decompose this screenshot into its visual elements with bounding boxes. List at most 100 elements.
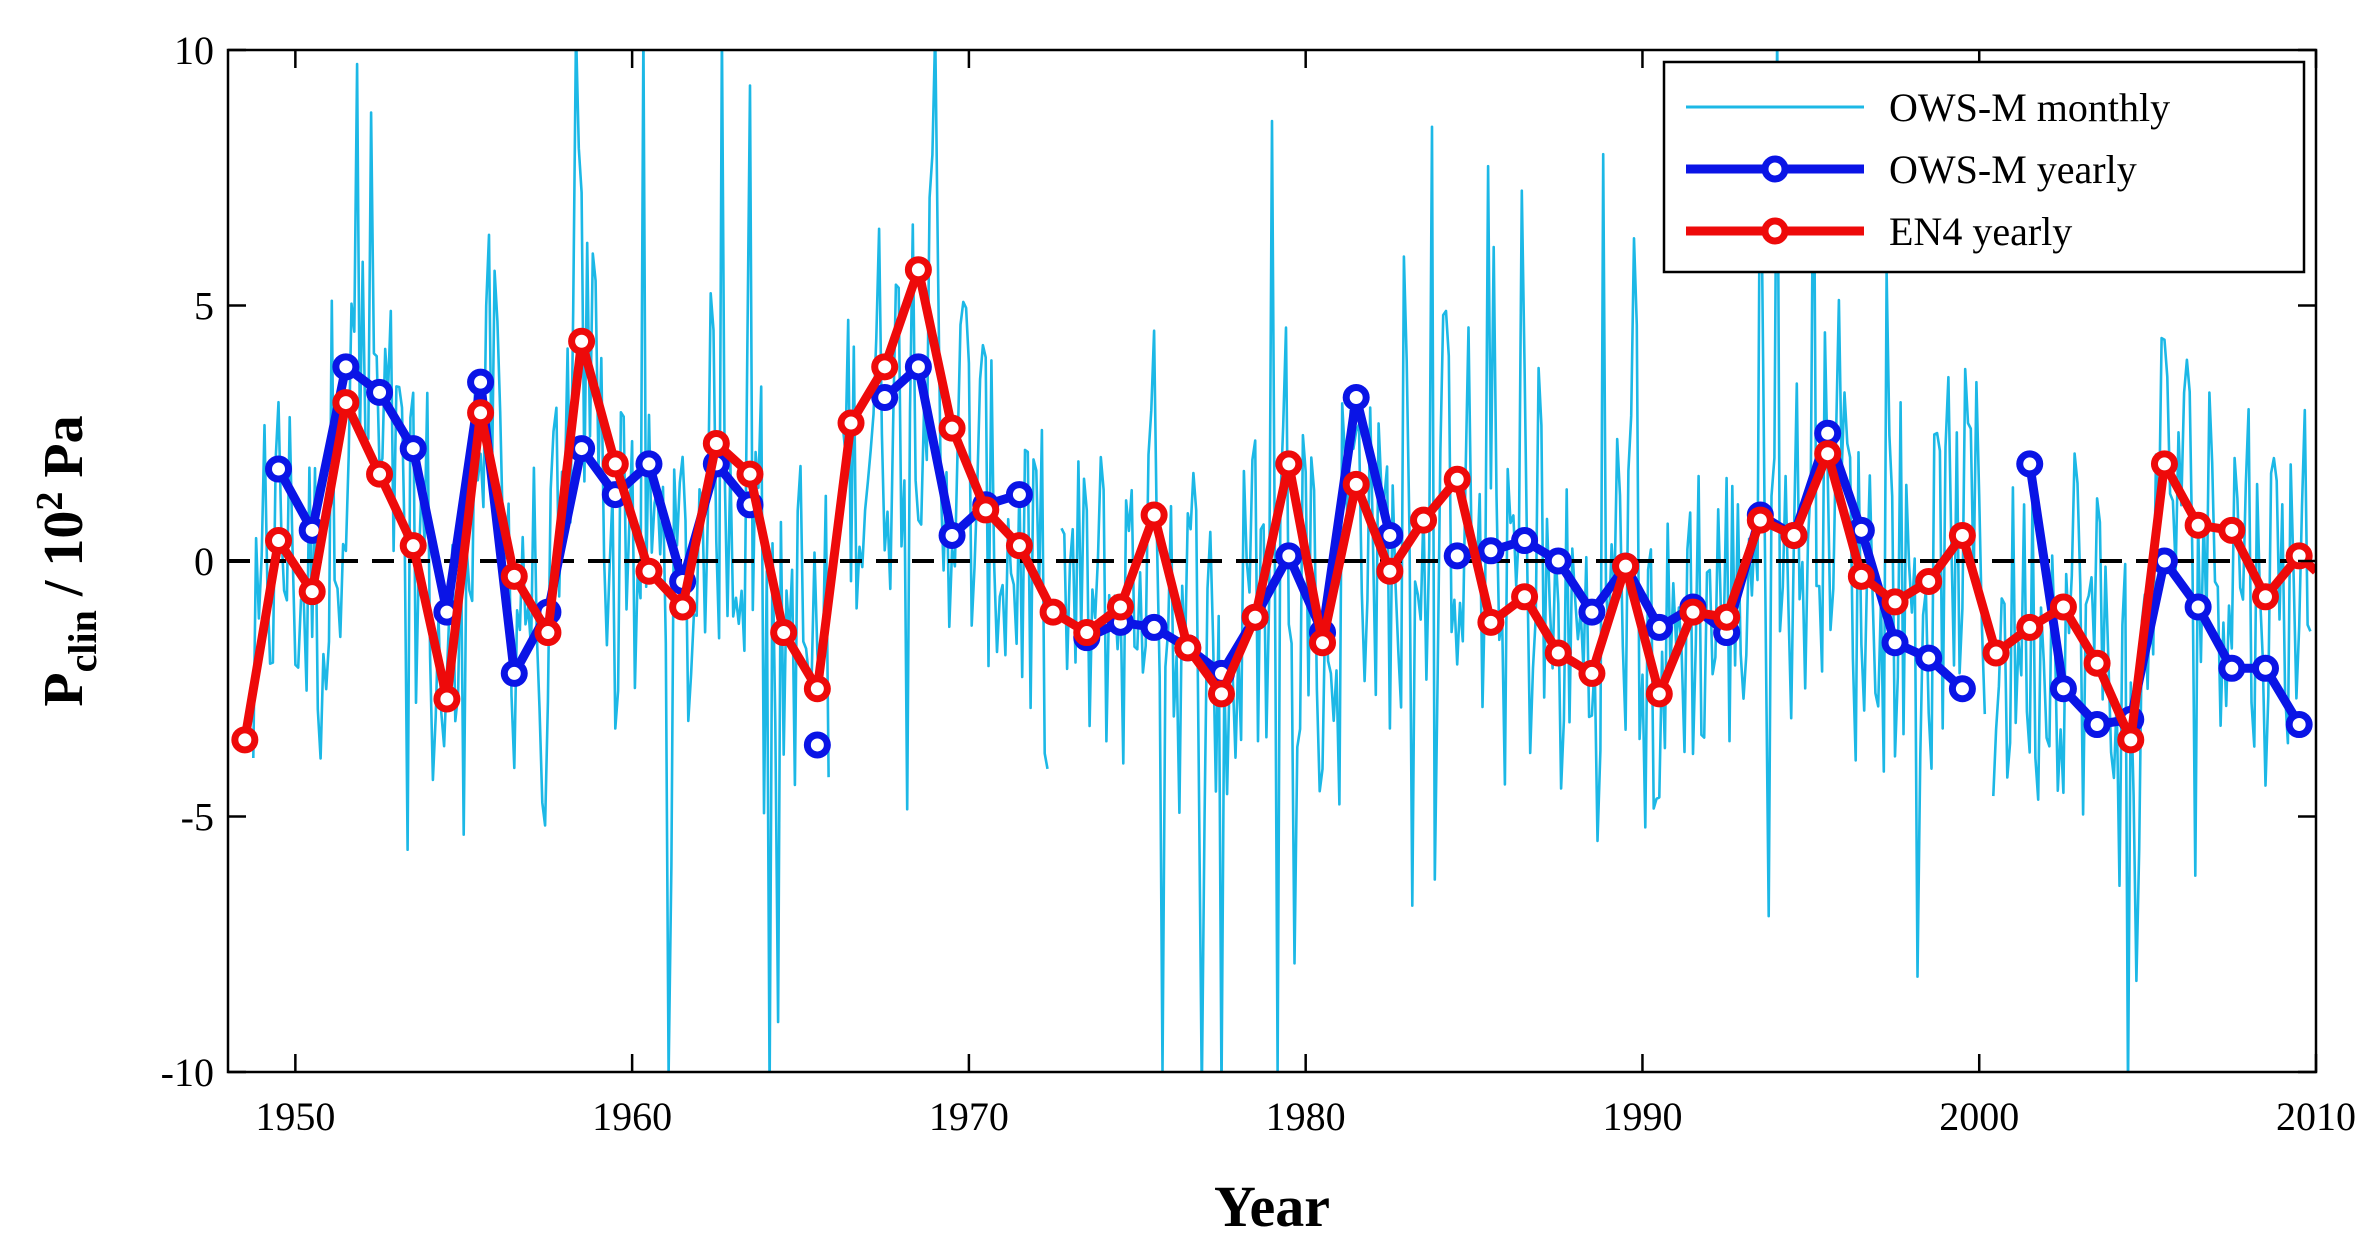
data-point (568, 435, 596, 463)
legend-label: OWS-M monthly (1889, 85, 2170, 130)
data-point (635, 557, 663, 585)
data-point (467, 368, 495, 396)
monthly-line-segment (252, 50, 830, 1072)
data-point (1207, 680, 1235, 708)
y-tick-label: -5 (181, 795, 214, 840)
data-point (1309, 629, 1337, 657)
data-point (601, 450, 629, 478)
x-tick-label: 1990 (1602, 1094, 1682, 1139)
data-point (467, 399, 495, 427)
data-point (1544, 639, 1572, 667)
y-axis-label-middle: / 10 (33, 511, 95, 611)
series-ows-m-monthly (252, 50, 2312, 1072)
data-point (2049, 593, 2077, 621)
data-point (1645, 613, 1673, 641)
data-point (2251, 583, 2279, 611)
data-point (1713, 603, 1741, 631)
data-point (1140, 501, 1168, 529)
y-axis-label-subscript: clin (60, 610, 105, 672)
data-point (736, 460, 764, 488)
x-axis-label: Year (1214, 1174, 1330, 1239)
data-point (1443, 465, 1471, 493)
data-point (231, 726, 259, 754)
legend-label: EN4 yearly (1889, 209, 2072, 254)
data-point (871, 353, 899, 381)
y-tick-label: 10 (174, 28, 214, 73)
data-point (803, 675, 831, 703)
data-point (332, 353, 360, 381)
data-point (500, 659, 528, 687)
data-point (366, 378, 394, 406)
data-point (1106, 593, 1134, 621)
data-point (1275, 542, 1303, 570)
data-point (1612, 552, 1640, 580)
data-point (332, 389, 360, 417)
data-point (298, 578, 326, 606)
y-tick-label: -10 (161, 1050, 214, 1095)
data-point (265, 527, 293, 555)
data-point (635, 450, 663, 478)
data-point (1746, 506, 1774, 534)
data-point (837, 409, 865, 437)
data-point (534, 619, 562, 647)
data-point (1679, 598, 1707, 626)
legend-label: OWS-M yearly (1889, 147, 2137, 192)
y-axis-label-unit: Pa (33, 415, 95, 491)
data-point (1275, 450, 1303, 478)
data-point (1477, 537, 1505, 565)
data-point (1915, 567, 1943, 595)
data-point (1477, 608, 1505, 636)
data-point (265, 455, 293, 483)
data-point (1881, 588, 1909, 616)
data-point (2150, 450, 2178, 478)
data-point (2117, 726, 2145, 754)
data-point (1174, 634, 1202, 662)
data-point (2184, 593, 2212, 621)
data-point (2016, 450, 2044, 478)
data-point (2218, 516, 2246, 544)
x-tick-label: 1970 (929, 1094, 1009, 1139)
x-tick-label: 2010 (2276, 1094, 2356, 1139)
data-point (669, 593, 697, 621)
yearly-series-group (231, 256, 2316, 759)
y-axis-label-base: P (33, 672, 95, 706)
data-point (1881, 629, 1909, 657)
data-point (972, 496, 1000, 524)
data-point (1342, 383, 1370, 411)
x-tick-label: 1950 (255, 1094, 335, 1139)
data-point (2285, 711, 2313, 739)
data-point (938, 414, 966, 442)
data-point (871, 383, 899, 411)
data-point (1948, 675, 1976, 703)
data-point (2083, 649, 2111, 677)
data-point (1376, 557, 1404, 585)
data-point (803, 731, 831, 759)
data-point (1511, 583, 1539, 611)
data-point (1847, 562, 1875, 590)
x-tick-label: 1980 (1266, 1094, 1346, 1139)
data-point (433, 685, 461, 713)
series-en4-yearly (231, 256, 2316, 754)
data-point (1645, 680, 1673, 708)
x-tick-label: 1960 (592, 1094, 672, 1139)
data-point (1948, 521, 1976, 549)
data-point (500, 562, 528, 590)
data-point (1039, 598, 1067, 626)
data-point (1140, 613, 1168, 641)
data-point (1814, 440, 1842, 468)
monthly-line-segment (1992, 336, 2312, 1072)
data-point (1578, 598, 1606, 626)
data-point (366, 460, 394, 488)
x-tick-label: 2000 (1939, 1094, 2019, 1139)
data-point (2218, 654, 2246, 682)
data-point (2083, 711, 2111, 739)
data-point (1578, 659, 1606, 687)
data-point (1915, 644, 1943, 672)
data-point (399, 532, 427, 560)
data-point (2285, 542, 2313, 570)
data-point (399, 435, 427, 463)
data-point (2016, 613, 2044, 641)
data-point (568, 327, 596, 355)
data-point (2251, 654, 2279, 682)
